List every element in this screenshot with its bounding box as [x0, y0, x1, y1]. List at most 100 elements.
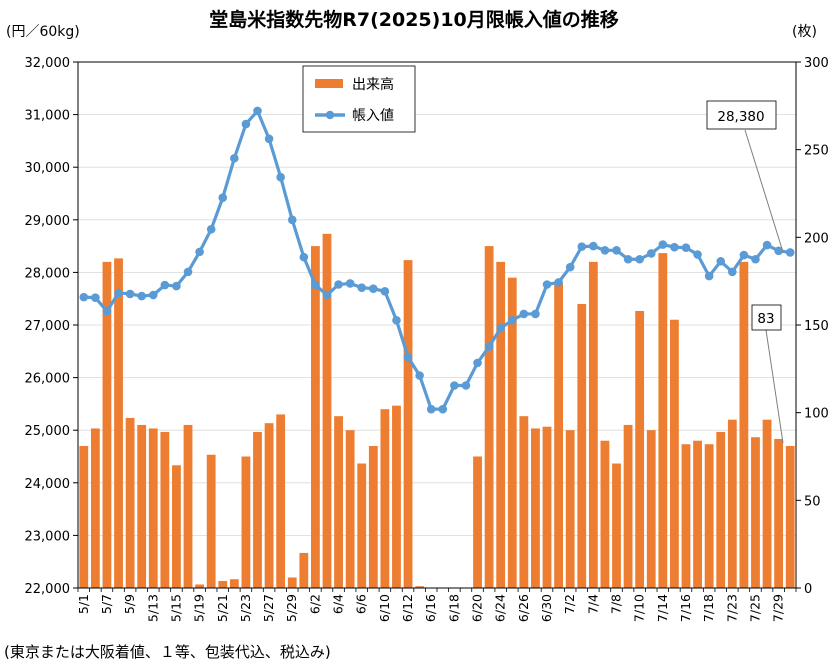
- left-axis-tick-label: 23,000: [25, 529, 71, 544]
- settlement-point: [438, 404, 448, 414]
- settlement-point: [403, 352, 413, 362]
- settlement-point: [276, 172, 285, 182]
- x-axis-tick-label: 7/14: [655, 594, 670, 622]
- volume-bar: [751, 437, 760, 588]
- volume-bar: [612, 463, 621, 588]
- settlement-point: [473, 358, 482, 368]
- settlement-line-path: [82, 109, 792, 411]
- settlement-point: [125, 289, 135, 299]
- callout-volume-box: [751, 304, 782, 331]
- settlement-point: [311, 280, 320, 290]
- settlement-point: [670, 242, 679, 252]
- settlement-point: [785, 248, 795, 257]
- settlement-point: [264, 134, 274, 144]
- volume-bar: [218, 580, 228, 588]
- volume-bar: [565, 430, 575, 588]
- left-axis-tick-label: 26,000: [25, 372, 71, 387]
- volume-bar: [299, 552, 309, 588]
- settlement-point: [218, 193, 228, 203]
- right-axis-tick-label: 0: [804, 582, 812, 597]
- volume-bar: [114, 258, 123, 588]
- settlement-point: [79, 292, 89, 302]
- settlement-point: [380, 287, 390, 296]
- volume-bar: [125, 417, 135, 588]
- settlement-point: [612, 246, 621, 255]
- settlement-point: [334, 280, 343, 289]
- volume-bar: [172, 465, 181, 588]
- volume-bar: [253, 431, 262, 588]
- right-axis-tick-label: 50: [804, 494, 821, 509]
- x-axis-tick-label: 7/2: [562, 594, 577, 614]
- volume-bar: [345, 430, 355, 588]
- callout-volume: 83: [751, 304, 784, 444]
- volume-bar: [137, 424, 147, 588]
- right-axis-tick-label: 150: [804, 319, 829, 334]
- legend-label-volume: 出来高: [352, 76, 394, 93]
- left-axis-tick-label: 22,000: [25, 582, 71, 597]
- x-axis-tick-label: 7/16: [678, 594, 693, 622]
- volume-bar: [148, 428, 158, 588]
- right-axis-unit: (枚): [792, 24, 817, 40]
- settlement-point: [91, 293, 100, 302]
- settlement-point: [623, 254, 633, 264]
- volume-bar: [681, 444, 691, 588]
- settlement-point: [241, 119, 251, 129]
- volume-bar: [102, 261, 112, 588]
- settlement-point: [183, 267, 193, 277]
- volume-bar: [380, 409, 390, 588]
- left-axis-tick-label: 25,000: [25, 424, 71, 439]
- settlement-point: [716, 257, 726, 266]
- volume-bar: [322, 233, 332, 588]
- callout-volume-label: 83: [757, 311, 774, 327]
- left-axis-tick-label: 32,000: [25, 56, 71, 71]
- settlement-point: [357, 283, 367, 292]
- x-axis-tick-label: 5/15: [168, 594, 183, 622]
- settlement-point: [172, 281, 181, 291]
- callout-settlement-label: 28,380: [717, 109, 764, 125]
- volume-bar: [623, 424, 633, 588]
- x-axis-tick-label: 7/4: [585, 594, 600, 614]
- settlement-point: [681, 243, 691, 252]
- x-axis-tick-label: 5/19: [192, 594, 207, 622]
- volume-bar: [739, 261, 749, 588]
- x-axis-tick-label: 7/23: [724, 594, 739, 622]
- x-axis-tick-label: 6/26: [516, 594, 531, 622]
- settlement-point: [206, 224, 216, 234]
- left-axis-tick-label: 27,000: [25, 319, 71, 334]
- volume-bar: [206, 454, 216, 588]
- volume-bar: [600, 440, 610, 588]
- left-axis-tick-label: 29,000: [25, 214, 71, 229]
- x-axis-tick-label: 6/12: [400, 594, 415, 622]
- legend: 出来高 帳入値: [302, 65, 416, 133]
- volume-bar: [241, 456, 251, 588]
- x-axis-tick-label: 6/30: [539, 594, 554, 622]
- volume-bar: [415, 586, 425, 588]
- left-axis-unit: (円／60kg): [6, 24, 80, 40]
- settlement-point: [554, 278, 563, 287]
- x-axis-tick-label: 7/29: [771, 594, 786, 622]
- left-axis-tick-label: 28,000: [25, 266, 71, 281]
- volume-bar: [577, 303, 587, 588]
- volume-bar: [229, 579, 239, 588]
- callout-settlement-leader: [744, 129, 784, 253]
- legend-label-settlement: 帳入値: [352, 108, 394, 124]
- settlement-point: [195, 247, 204, 257]
- x-axis-tick-label: 6/2: [307, 594, 322, 614]
- volume-bar: [311, 246, 320, 588]
- settlement-point: [507, 315, 517, 325]
- volume-bar: [195, 584, 204, 588]
- settlement-point: [148, 290, 158, 300]
- volume-bar: [160, 431, 170, 588]
- settlement-point: [461, 381, 471, 390]
- settlement-point: [369, 284, 378, 294]
- settlement-point: [415, 371, 424, 380]
- settlement-point: [600, 246, 610, 255]
- x-axis-tick-label: 5/9: [122, 594, 137, 614]
- x-axis-tick-label: 5/27: [261, 594, 276, 622]
- settlement-point: [253, 106, 262, 116]
- volume-bar: [334, 416, 343, 588]
- x-axis-tick-label: 5/1: [76, 594, 91, 614]
- x-axis-tick-label: 7/8: [609, 594, 624, 614]
- settlement-point: [762, 240, 772, 250]
